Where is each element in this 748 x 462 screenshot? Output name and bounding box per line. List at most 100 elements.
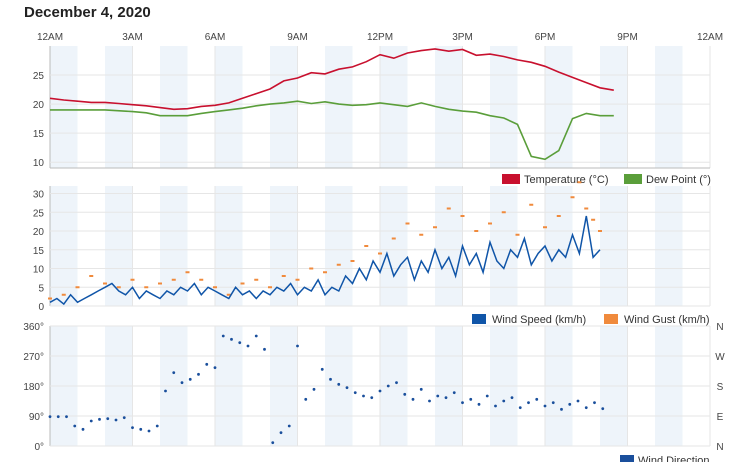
wind-y-tick-label: 10 [33, 265, 45, 276]
wind-direction-point [485, 394, 489, 398]
wind-gust-point [460, 215, 465, 217]
wind-y-tick-label: 30 [33, 190, 45, 201]
wind-panel-band [160, 186, 188, 306]
wind-direction-point [131, 426, 134, 430]
wind-direction-point [494, 404, 497, 408]
wind-direction-point [320, 367, 324, 371]
wind-direction-legend-label: Wind Direction [638, 455, 710, 462]
x-tick-label: 6PM [535, 32, 556, 43]
wind-direction-point [122, 416, 126, 420]
wind-gust-point [350, 260, 355, 262]
wind-direction-point [403, 392, 407, 396]
wind-direction-point [197, 372, 200, 376]
page-title: December 4, 2020 [24, 4, 151, 21]
temp-panel-band [380, 46, 408, 168]
temperature-line [49, 48, 614, 111]
temp-panel-band [325, 46, 353, 168]
compass-tick-label: S [717, 382, 724, 393]
wind-direction-point [518, 406, 522, 410]
wind-direction-point [238, 341, 242, 345]
x-tick-label: 9AM [287, 32, 308, 43]
wind-direction-point [312, 387, 316, 391]
wind-direction-point [461, 401, 464, 405]
wind-direction-point [428, 399, 431, 403]
wind-gust-point [529, 203, 534, 206]
wind-gust-point [48, 297, 52, 300]
wind-direction-point [560, 407, 563, 411]
wind-direction-point [296, 344, 299, 348]
wind-gust-point [309, 267, 314, 270]
wind-direction-point [188, 377, 192, 381]
wind-gust-point [364, 245, 369, 247]
compass-tick-label: N [716, 322, 723, 333]
wind-gust-point [515, 233, 520, 236]
temperature-legend-swatch [502, 174, 520, 184]
wind-direction-point [329, 377, 332, 381]
wind-gust-point [254, 278, 259, 281]
wind-speed-legend-swatch [472, 314, 486, 324]
wind-y-tick-label: 5 [38, 283, 44, 294]
wind-gust-point [391, 237, 396, 240]
temp-panel-band [105, 46, 133, 168]
wind-panel-band [325, 186, 353, 306]
wind-direction-point [378, 389, 382, 393]
wind-gust-point [584, 207, 589, 210]
wind-direction-point [155, 424, 159, 428]
wind-direction-point [337, 382, 341, 386]
wind-direction-point [469, 397, 473, 401]
wind-gust-point [446, 207, 451, 210]
wind-gust-point [171, 278, 176, 281]
dewpoint-legend-swatch [624, 174, 642, 184]
wind-gust-point [433, 226, 437, 229]
wind-direction-point [114, 418, 118, 422]
wind-panel-band [50, 186, 78, 306]
wind-y-tick-label: 0 [38, 302, 44, 313]
temp-panel-band [215, 46, 243, 168]
temp-panel-band [160, 46, 188, 168]
direction-y-tick-label: 180° [23, 382, 44, 393]
wind-direction-point [345, 386, 349, 390]
wind-direction-point [593, 401, 596, 405]
wind-direction-point [304, 397, 308, 401]
wind-direction-point [98, 417, 101, 421]
wind-direction-point [246, 344, 250, 348]
wind-direction-point [65, 415, 68, 419]
temp-panel-band [655, 46, 683, 168]
wind-direction-point [452, 391, 456, 395]
wind-direction-point [73, 424, 77, 428]
wind-panel-band [215, 186, 243, 306]
wind-gust-point [116, 286, 121, 289]
wind-direction-point [147, 429, 151, 433]
wind-gust-point [405, 222, 410, 225]
wind-direction-point [527, 401, 530, 405]
wind-direction-point [510, 396, 514, 400]
wind-direction-point [419, 387, 423, 391]
wind-gust-point [61, 293, 66, 296]
dewpoint-legend-label: Dew Point (°) [646, 174, 711, 186]
wind-gust-point [281, 275, 286, 277]
wind-gust-point [570, 196, 575, 199]
direction-y-tick-label: 360° [23, 322, 44, 333]
wind-gust-point [144, 286, 149, 289]
wind-gust-point [158, 282, 162, 285]
wind-direction-point [411, 397, 415, 401]
wind-direction-point [601, 407, 605, 411]
wind-direction-point [106, 417, 110, 421]
temp-y-tick-label: 20 [33, 100, 45, 111]
wind-direction-point [436, 394, 440, 398]
wind-direction-point [353, 391, 357, 395]
wind-direction-point [395, 381, 398, 385]
wind-gust-point [240, 282, 245, 285]
wind-direction-point [213, 366, 217, 370]
wind-direction-point [386, 384, 390, 388]
wind-direction-point [370, 396, 374, 400]
wind-direction-point [221, 334, 225, 338]
wind-gust-point [591, 218, 596, 221]
temperature-legend-label: Temperature (°C) [524, 174, 608, 186]
direction-y-tick-label: 0° [34, 442, 44, 453]
wind-direction-point [81, 427, 85, 431]
wind-gust-point [226, 293, 231, 296]
wind-direction-legend-swatch [620, 455, 634, 462]
temp-panel-band [490, 46, 518, 168]
